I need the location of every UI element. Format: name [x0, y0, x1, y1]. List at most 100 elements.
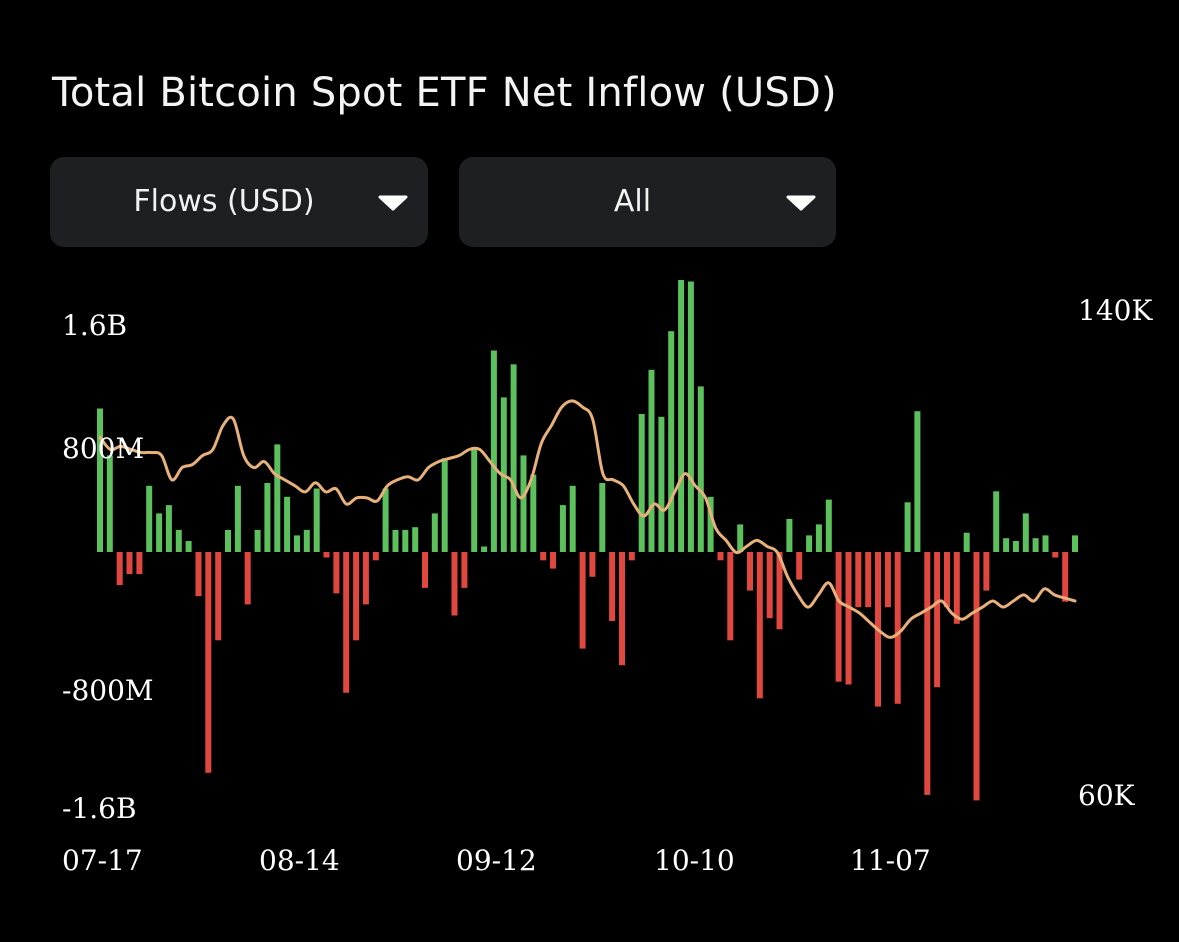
left-axis-tick: -800M — [62, 674, 154, 707]
inflow-bar — [687, 281, 694, 552]
inflow-bar — [559, 505, 566, 552]
outflow-bar — [855, 552, 862, 608]
x-axis-tick: 08-14 — [259, 844, 340, 877]
outflow-bar — [550, 552, 556, 569]
outflow-bar — [1062, 552, 1069, 602]
outflow-bar — [845, 552, 852, 685]
inflow-bar — [490, 350, 497, 552]
right-axis-tick: 140K — [1078, 294, 1153, 327]
outflow-bar — [796, 552, 803, 580]
inflow-bar — [599, 483, 606, 552]
inflow-bar — [520, 455, 527, 552]
inflow-bar — [106, 455, 113, 552]
inflow-bar — [441, 458, 448, 552]
outflow-bar — [126, 552, 133, 575]
outflow-bar — [983, 552, 990, 591]
outflow-bar — [353, 552, 360, 641]
x-axis-tick: 07-17 — [62, 844, 143, 877]
left-axis: 1.6B 800M -800M -1.6B — [62, 309, 154, 825]
inflow-bar — [806, 535, 813, 552]
inflow-bar — [904, 502, 911, 552]
outflow-bar — [944, 552, 950, 608]
inflow-bar — [392, 529, 399, 552]
inflow-bar — [707, 496, 714, 552]
outflow-bar — [589, 552, 596, 577]
inflow-bar — [530, 474, 537, 552]
outflow-bar — [136, 552, 143, 575]
inflow-bar — [156, 513, 163, 552]
inflow-bar — [175, 529, 182, 552]
outflow-bar — [540, 552, 547, 561]
outflow-bar — [1052, 552, 1059, 558]
chart-title: Total Bitcoin Spot ETF Net Inflow (USD) — [52, 70, 837, 116]
outflow-bar — [628, 552, 635, 561]
x-axis-tick: 11-07 — [850, 844, 931, 877]
inflow-bar — [165, 505, 172, 552]
caret-down-icon — [786, 195, 816, 211]
inflow-bar — [146, 485, 153, 552]
outflow-bar — [116, 552, 123, 586]
inflow-bar — [294, 535, 300, 552]
inflow-chart[interactable]: 1.6B 800M -800M -1.6B 140K 60K 07-17 08-14 09-… — [0, 280, 1179, 900]
inflow-bars — [97, 280, 1078, 801]
inflow-bar — [658, 416, 665, 552]
x-axis-tick: 09-12 — [456, 844, 537, 877]
inflow-bar — [303, 529, 310, 552]
inflow-bar — [569, 485, 576, 552]
outflow-bar — [884, 552, 891, 608]
inflow-bar — [264, 483, 271, 552]
outflow-bar — [894, 552, 901, 704]
inflow-bar — [1042, 535, 1049, 552]
outflow-bar — [756, 552, 763, 699]
metric-dropdown-label: Flows (USD) — [133, 184, 315, 219]
outflow-bar — [973, 552, 980, 801]
inflow-bar — [737, 524, 744, 552]
inflow-bar — [638, 414, 645, 552]
inflow-bar — [1072, 535, 1078, 552]
outflow-bar — [343, 552, 350, 693]
inflow-bar — [1032, 538, 1039, 552]
right-axis: 140K 60K — [1078, 294, 1153, 812]
metric-dropdown[interactable]: Flows (USD) — [50, 157, 428, 247]
range-dropdown[interactable]: All — [459, 157, 836, 247]
inflow-bar — [697, 386, 704, 552]
outflow-bar — [451, 552, 458, 616]
inflow-bar — [284, 496, 291, 552]
inflow-bar — [1012, 541, 1019, 552]
outflow-bar — [333, 552, 340, 594]
inflow-bar — [402, 529, 409, 552]
inflow-bar — [254, 529, 261, 552]
outflow-bar — [953, 552, 960, 624]
inflow-bar — [825, 499, 832, 552]
inflow-bar — [668, 331, 675, 552]
outflow-bar — [865, 552, 872, 608]
inflow-bar — [481, 546, 488, 552]
inflow-bar — [471, 447, 478, 552]
left-axis-tick: 800M — [62, 432, 144, 465]
inflow-bar — [815, 524, 822, 552]
left-axis-tick: -1.6B — [62, 792, 137, 825]
right-axis-tick: 60K — [1078, 779, 1136, 812]
outflow-bar — [727, 552, 734, 641]
inflow-bar — [225, 529, 231, 552]
inflow-bar — [993, 491, 1000, 552]
inflow-bar — [786, 518, 793, 552]
inflow-bar — [97, 408, 103, 552]
outflow-bar — [195, 552, 202, 597]
inflow-bar — [313, 488, 320, 552]
inflow-bar — [1022, 513, 1029, 552]
inflow-bar — [382, 488, 389, 552]
outflow-bar — [924, 552, 931, 795]
outflow-bar — [717, 552, 724, 561]
outflow-bar — [362, 552, 369, 605]
outflow-bar — [934, 552, 941, 688]
inflow-bar — [412, 527, 419, 552]
left-axis-tick: 1.6B — [62, 309, 127, 342]
caret-down-icon — [378, 195, 408, 211]
inflow-bar — [648, 369, 655, 552]
outflow-bar — [461, 552, 468, 588]
inflow-bar — [1003, 538, 1010, 552]
inflow-bar — [510, 364, 517, 552]
x-axis-tick: 10-10 — [654, 844, 735, 877]
outflow-bar — [579, 552, 586, 649]
